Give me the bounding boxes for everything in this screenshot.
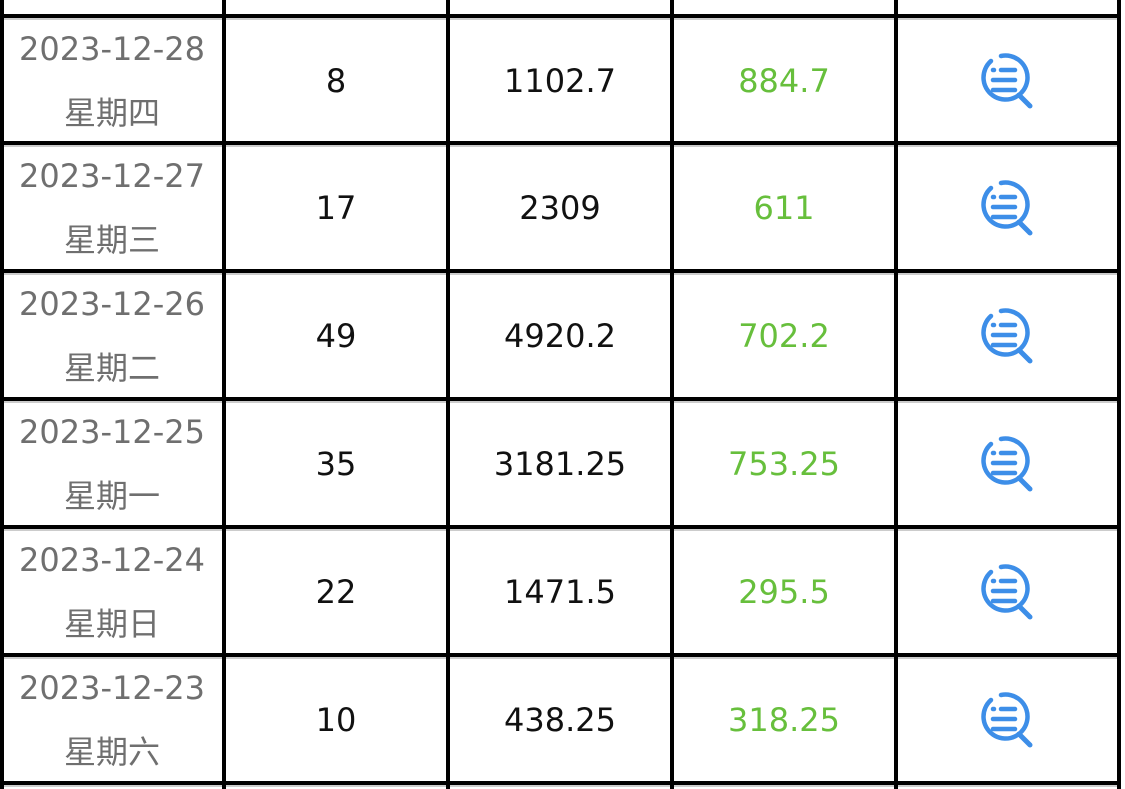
date-cell: 2023-12-26 星期二 bbox=[0, 272, 224, 400]
weekday-text: 星期日 bbox=[63, 605, 160, 643]
search-list-icon[interactable] bbox=[975, 688, 1039, 752]
date-text: 2023-12-23 bbox=[19, 669, 205, 707]
profit-cell: 318.25 bbox=[728, 701, 840, 739]
action-cell bbox=[896, 656, 1118, 784]
table-row[interactable]: 2023-12-24 星期日 22 1471.5 295.5 bbox=[0, 528, 1121, 656]
total-cell: 438.25 bbox=[504, 701, 616, 739]
column-divider bbox=[1117, 0, 1121, 789]
date-cell: 2023-12-28 星期四 bbox=[0, 17, 224, 145]
profit-cell: 295.5 bbox=[738, 573, 830, 611]
row-divider bbox=[0, 141, 1121, 145]
count-cell: 49 bbox=[315, 317, 357, 355]
table-row[interactable]: 2023-12-25 星期一 35 3181.25 753.25 bbox=[0, 400, 1121, 528]
row-divider bbox=[0, 14, 1121, 18]
row-divider bbox=[0, 269, 1121, 273]
date-text: 2023-12-25 bbox=[19, 413, 205, 451]
date-cell: 2023-12-25 星期一 bbox=[0, 400, 224, 528]
action-cell bbox=[896, 17, 1118, 145]
table-row[interactable]: 2023-12-27 星期三 17 2309 611 bbox=[0, 144, 1121, 272]
total-cell: 1102.7 bbox=[504, 62, 616, 100]
total-cell: 4920.2 bbox=[504, 317, 616, 355]
count-cell: 8 bbox=[325, 62, 347, 100]
column-divider bbox=[894, 0, 898, 789]
date-cell: 2023-12-23 星期六 bbox=[0, 656, 224, 784]
weekday-text: 星期三 bbox=[63, 221, 160, 259]
weekday-text: 星期一 bbox=[63, 477, 160, 515]
count-cell: 35 bbox=[315, 445, 357, 483]
total-cell: 3181.25 bbox=[493, 445, 627, 483]
action-cell bbox=[896, 144, 1118, 272]
column-divider bbox=[0, 0, 4, 789]
action-cell bbox=[896, 528, 1118, 656]
search-list-icon[interactable] bbox=[975, 432, 1039, 496]
profit-cell: 611 bbox=[753, 189, 815, 227]
profit-cell: 702.2 bbox=[738, 317, 830, 355]
table-row[interactable]: 2023-12-26 星期二 49 4920.2 702.2 bbox=[0, 272, 1121, 400]
row-divider bbox=[0, 653, 1121, 657]
weekday-text: 星期二 bbox=[63, 349, 160, 387]
table-row[interactable]: 2023-12-28 星期四 8 1102.7 884.7 bbox=[0, 17, 1121, 145]
total-cell: 1471.5 bbox=[504, 573, 616, 611]
count-cell: 10 bbox=[315, 701, 357, 739]
search-list-icon[interactable] bbox=[975, 304, 1039, 368]
search-list-icon[interactable] bbox=[975, 49, 1039, 113]
total-cell: 2309 bbox=[519, 189, 601, 227]
profit-cell: 753.25 bbox=[728, 445, 840, 483]
column-divider bbox=[222, 0, 226, 789]
search-list-icon[interactable] bbox=[975, 560, 1039, 624]
weekday-text: 星期六 bbox=[63, 733, 160, 771]
action-cell bbox=[896, 400, 1118, 528]
row-divider bbox=[0, 525, 1121, 529]
date-text: 2023-12-27 bbox=[19, 157, 205, 195]
action-cell bbox=[896, 272, 1118, 400]
date-text: 2023-12-28 bbox=[19, 30, 205, 68]
row-divider bbox=[0, 781, 1121, 785]
row-divider bbox=[0, 397, 1121, 401]
table-row[interactable]: 2023-12-23 星期六 10 438.25 318.25 bbox=[0, 656, 1121, 784]
date-text: 2023-12-24 bbox=[19, 541, 205, 579]
profit-cell: 884.7 bbox=[738, 62, 830, 100]
weekday-text: 星期四 bbox=[63, 94, 160, 132]
count-cell: 22 bbox=[315, 573, 357, 611]
date-cell: 2023-12-24 星期日 bbox=[0, 528, 224, 656]
date-cell: 2023-12-27 星期三 bbox=[0, 144, 224, 272]
column-divider bbox=[670, 0, 674, 789]
search-list-icon[interactable] bbox=[975, 176, 1039, 240]
column-divider bbox=[446, 0, 450, 789]
date-text: 2023-12-26 bbox=[19, 285, 205, 323]
count-cell: 17 bbox=[315, 189, 357, 227]
